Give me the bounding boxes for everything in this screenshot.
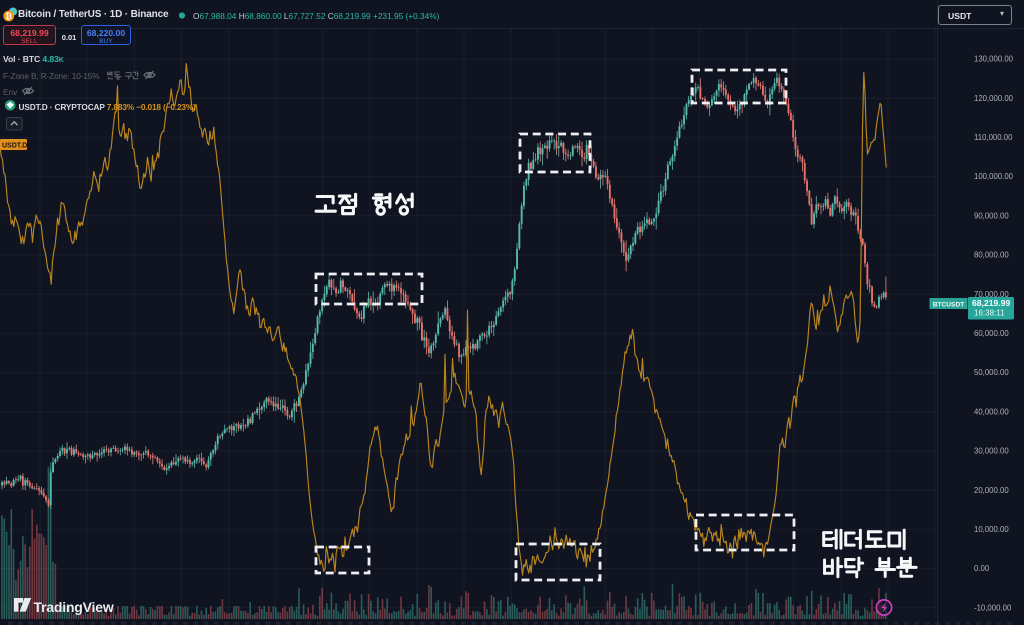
svg-text:90,000.00: 90,000.00 (974, 211, 1009, 220)
svg-text:-10,000.00: -10,000.00 (974, 603, 1012, 612)
svg-text:100,000.00: 100,000.00 (974, 172, 1014, 181)
svg-text:60,000.00: 60,000.00 (974, 329, 1009, 338)
svg-text:USDT.D: USDT.D (2, 142, 27, 149)
svg-text:20,000.00: 20,000.00 (974, 486, 1009, 495)
svg-text:40,000.00: 40,000.00 (974, 407, 1009, 416)
svg-text:50,000.00: 50,000.00 (974, 368, 1009, 377)
svg-text:30,000.00: 30,000.00 (974, 447, 1009, 456)
svg-text:110,000.00: 110,000.00 (974, 133, 1013, 142)
svg-text:0.00: 0.00 (974, 564, 990, 573)
svg-text:TradingView: TradingView (34, 599, 114, 615)
svg-text:70,000.00: 70,000.00 (974, 290, 1009, 299)
svg-text:₿: ₿ (5, 12, 12, 21)
svg-text:10,000.00: 10,000.00 (974, 525, 1009, 534)
svg-text:120,000.00: 120,000.00 (974, 94, 1014, 103)
svg-text:BTCUSDT: BTCUSDT (933, 301, 965, 308)
svg-text:80,000.00: 80,000.00 (974, 251, 1009, 260)
svg-text:68,219.99: 68,219.99 (972, 298, 1010, 308)
svg-text:130,000.00: 130,000.00 (974, 55, 1014, 64)
svg-text:16:38:11: 16:38:11 (974, 309, 1005, 318)
